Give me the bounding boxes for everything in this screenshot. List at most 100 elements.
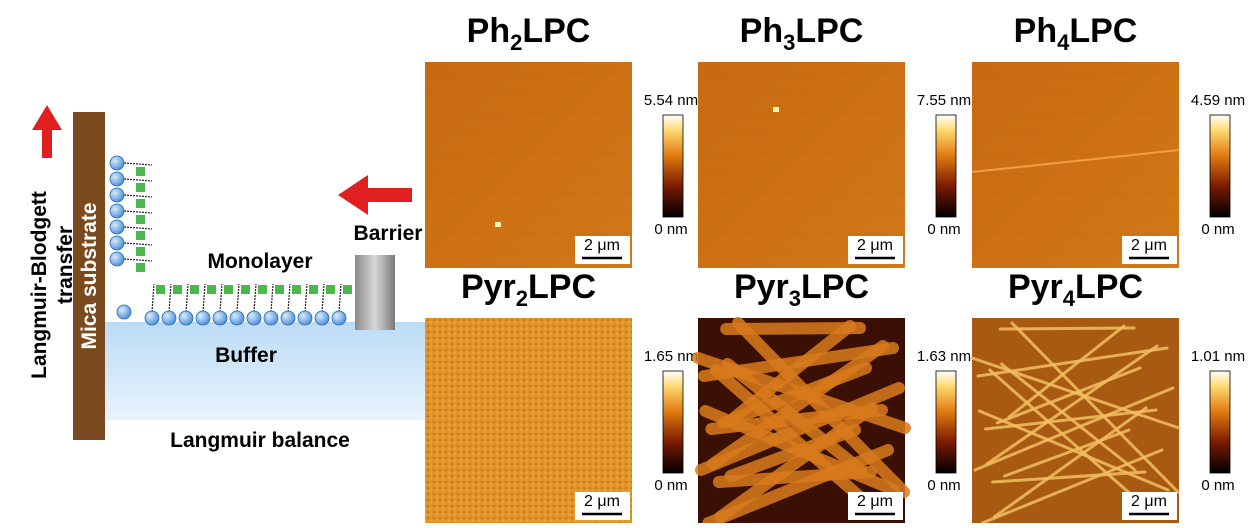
title-subscript: 3 bbox=[783, 30, 795, 55]
lipid-head-group bbox=[309, 285, 318, 294]
transfer-label: transfer bbox=[54, 226, 77, 304]
title-prefix: Ph bbox=[740, 12, 783, 50]
title-prefix: Pyr bbox=[1008, 268, 1063, 306]
colorbar bbox=[663, 115, 683, 217]
lipid-head-group bbox=[190, 285, 199, 294]
lipid-head bbox=[110, 188, 124, 202]
lipid-tail bbox=[186, 284, 188, 312]
title-prefix: Ph bbox=[467, 12, 510, 50]
up-arrow bbox=[32, 105, 62, 158]
title-subscript: 2 bbox=[510, 30, 522, 55]
lipid-head bbox=[298, 311, 312, 325]
barrier-label: Barrier bbox=[354, 222, 423, 245]
colorbar-min: 0 nm bbox=[1201, 221, 1234, 238]
afm-fiber bbox=[726, 328, 860, 329]
lipids bbox=[110, 156, 352, 325]
lipid-tail bbox=[237, 284, 239, 312]
scale-bar-label: 2 μm bbox=[1131, 237, 1167, 254]
lipid-head-group bbox=[292, 285, 301, 294]
panel-title: Pyr4LPC bbox=[1008, 268, 1143, 311]
lipid-head bbox=[145, 311, 159, 325]
lipid-head-group bbox=[173, 285, 182, 294]
lipid-head-group bbox=[207, 285, 216, 294]
panel-title: Pyr2LPC bbox=[461, 268, 596, 311]
title-suffix: LPC bbox=[522, 12, 590, 50]
lipid-tail bbox=[220, 284, 222, 312]
substrate-label: Mica substrate bbox=[78, 202, 101, 349]
scale-bar-label: 2 μm bbox=[584, 493, 620, 510]
panel-title: Ph2LPC bbox=[467, 12, 591, 55]
lipid-tail bbox=[124, 211, 152, 213]
colorbar bbox=[1210, 371, 1230, 473]
title-suffix: LPC bbox=[528, 268, 596, 306]
colorbar bbox=[663, 371, 683, 473]
lipid-head bbox=[110, 172, 124, 186]
lipid-head bbox=[162, 311, 176, 325]
lipid-tail bbox=[169, 284, 171, 312]
colorbar-max: 7.55 nm bbox=[917, 92, 971, 109]
colorbar-max: 1.01 nm bbox=[1191, 348, 1245, 365]
panel-title: Pyr3LPC bbox=[734, 268, 869, 311]
lipid-tail bbox=[124, 179, 152, 181]
lipid-head bbox=[110, 204, 124, 218]
colorbar bbox=[936, 115, 956, 217]
lipid-head-group bbox=[275, 285, 284, 294]
lipid-head bbox=[110, 156, 124, 170]
barrier-block bbox=[355, 255, 395, 330]
lipid-head-group bbox=[136, 231, 145, 240]
colorbar-min: 0 nm bbox=[927, 221, 960, 238]
lipid-head-group bbox=[258, 285, 267, 294]
title-suffix: LPC bbox=[1075, 268, 1143, 306]
lipid-tail bbox=[288, 284, 290, 312]
lipid-head-group bbox=[136, 263, 145, 272]
title-subscript: 4 bbox=[1063, 286, 1076, 311]
title-subscript: 3 bbox=[789, 286, 801, 311]
afm-feature bbox=[495, 222, 501, 227]
lipid-head bbox=[110, 236, 124, 250]
panel-title: Ph4LPC bbox=[1014, 12, 1138, 55]
afm-fiber bbox=[1000, 328, 1134, 329]
figure: Mica substrate Langmuir-Blodgett transfe… bbox=[0, 0, 1254, 523]
lipid-tail bbox=[124, 243, 152, 245]
lipid-head bbox=[281, 311, 295, 325]
lipid-head-group bbox=[224, 285, 233, 294]
lipid-head bbox=[247, 311, 261, 325]
lipid-head-group bbox=[136, 199, 145, 208]
lipid-head bbox=[230, 311, 244, 325]
lipid-head bbox=[264, 311, 278, 325]
colorbar bbox=[1210, 115, 1230, 217]
lipid-tail bbox=[339, 284, 341, 312]
lipid-head bbox=[332, 311, 346, 325]
lipid-head bbox=[315, 311, 329, 325]
colorbar-min: 0 nm bbox=[1201, 477, 1234, 494]
lipid-head bbox=[110, 220, 124, 234]
lipid-tail bbox=[124, 259, 152, 261]
title-prefix: Pyr bbox=[734, 268, 789, 306]
transfer-label: Langmuir-Blodgett bbox=[28, 191, 51, 379]
scale-bar-label: 2 μm bbox=[1131, 493, 1167, 510]
colorbar-min: 0 nm bbox=[927, 477, 960, 494]
colorbar-max: 1.63 nm bbox=[917, 348, 971, 365]
buffer-label: Buffer bbox=[215, 344, 277, 367]
lipid-head-group bbox=[136, 247, 145, 256]
colorbar-min: 0 nm bbox=[654, 221, 687, 238]
lipid-tail bbox=[124, 163, 152, 165]
lipid-head-group bbox=[156, 285, 165, 294]
lipid-tail bbox=[254, 284, 256, 312]
colorbar-max: 1.65 nm bbox=[644, 348, 698, 365]
lipid-head-group bbox=[136, 183, 145, 192]
colorbar-max: 5.54 nm bbox=[644, 92, 698, 109]
colorbar bbox=[936, 371, 956, 473]
lipid-tail bbox=[124, 195, 152, 197]
colorbar-max: 4.59 nm bbox=[1191, 92, 1245, 109]
monolayer-label: Monolayer bbox=[207, 250, 312, 273]
lipid-tail bbox=[152, 284, 154, 312]
title-suffix: LPC bbox=[801, 268, 869, 306]
panel-title: Ph3LPC bbox=[740, 12, 864, 55]
lipid-tail bbox=[271, 284, 273, 312]
lipid-head bbox=[196, 311, 210, 325]
scale-bar-label: 2 μm bbox=[584, 237, 620, 254]
afm-feature bbox=[773, 107, 779, 112]
title-subscript: 2 bbox=[516, 286, 528, 311]
